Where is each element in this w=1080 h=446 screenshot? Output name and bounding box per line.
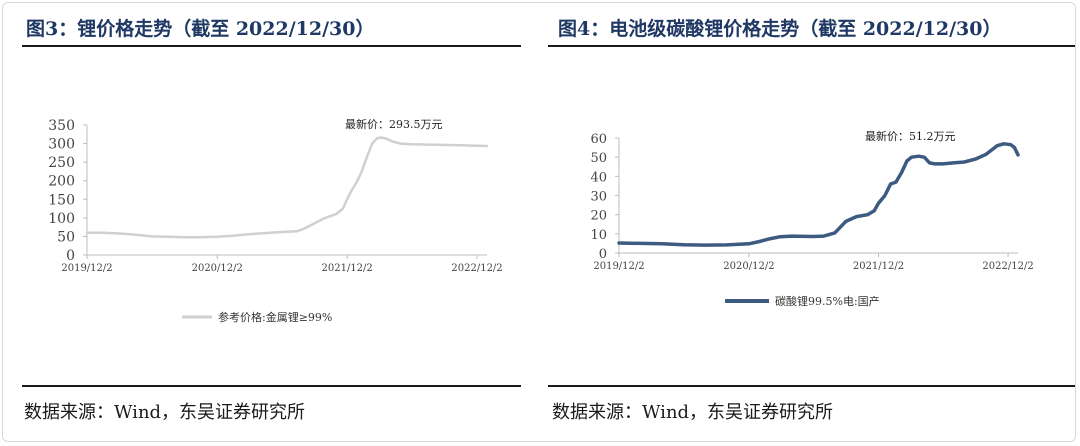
y-tick-label: 50 bbox=[590, 151, 607, 166]
x-tick-label: 2021/12/2 bbox=[853, 261, 904, 272]
source-rule bbox=[22, 385, 521, 387]
latest-price-annotation: 最新价：293.5万元 bbox=[345, 117, 443, 131]
title-rule bbox=[548, 45, 1075, 47]
series-line bbox=[85, 136, 489, 239]
chart-panel-lithium-metal: 图3：锂价格走势（截至 2022/12/30） 0 50 100 150 200 250 3… bbox=[22, 18, 521, 423]
y-tick-label: 60 bbox=[590, 132, 607, 147]
source-note: 数据来源：Wind，东吴证券研究所 bbox=[552, 402, 834, 423]
legend-label: 碳酸锂99.5%电:国产 bbox=[775, 294, 880, 308]
x-tick-label: 2020/12/2 bbox=[723, 261, 774, 272]
y-tick-label: 200 bbox=[48, 174, 75, 190]
y-tick-label: 300 bbox=[48, 137, 75, 153]
y-tick-label: 250 bbox=[48, 155, 75, 171]
lithium-carbonate-price-chart: 0 10 20 30 40 50 60 2019/12/2 2020/12/2 2021/12/2… bbox=[590, 129, 1033, 308]
x-tick-label: 2019/12/2 bbox=[593, 261, 644, 272]
y-tick-label: 50 bbox=[57, 229, 75, 245]
y-tick-label: 150 bbox=[48, 192, 75, 208]
y-tick-label: 100 bbox=[48, 211, 75, 227]
latest-price-annotation: 最新价：51.2万元 bbox=[865, 129, 956, 143]
y-tick-label: 0 bbox=[599, 247, 607, 262]
y-tick-label: 20 bbox=[590, 209, 607, 224]
lithium-price-chart: 0 50 100 150 200 250 300 350 2019/12/2 2020/12/2 2… bbox=[48, 117, 502, 324]
chart-title: 图3：锂价格走势（截至 2022/12/30） bbox=[26, 18, 375, 40]
y-tick-label: 40 bbox=[590, 170, 607, 185]
chart-title: 图4：电池级碳酸锂价格走势（截至 2022/12/30） bbox=[558, 18, 1002, 40]
x-tick-label: 2022/12/2 bbox=[451, 263, 502, 274]
source-rule bbox=[548, 385, 1075, 387]
chart-panel-lithium-carbonate: 图4：电池级碳酸锂价格走势（截至 2022/12/30） 0 10 20 30 40 50… bbox=[540, 0, 1080, 446]
y-tick-label: 30 bbox=[590, 190, 607, 205]
y-tick-label: 350 bbox=[48, 118, 75, 134]
legend-label: 参考价格:金属锂≥99% bbox=[218, 310, 332, 324]
x-tick-label: 2019/12/2 bbox=[61, 263, 112, 274]
y-tick-label: 10 bbox=[590, 228, 607, 243]
x-tick-label: 2022/12/2 bbox=[982, 261, 1033, 272]
x-tick-label: 2021/12/2 bbox=[322, 263, 373, 274]
x-tick-label: 2020/12/2 bbox=[192, 263, 243, 274]
title-rule bbox=[22, 45, 521, 47]
y-tick-label: 0 bbox=[66, 248, 75, 264]
series-line bbox=[617, 142, 1020, 247]
source-note: 数据来源：Wind，东吴证券研究所 bbox=[24, 402, 306, 423]
